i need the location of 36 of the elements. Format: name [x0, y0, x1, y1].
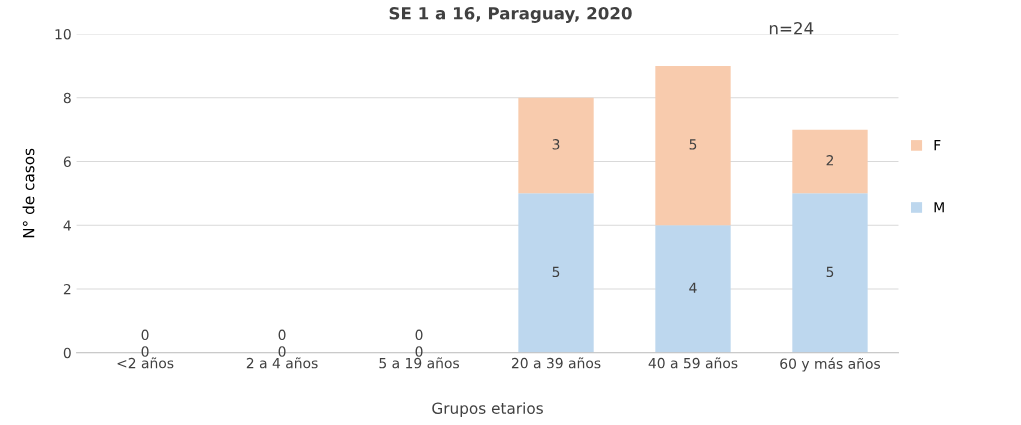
data-label: 0 [278, 346, 286, 357]
x-tick-label: 20 a 39 años [511, 357, 601, 369]
bar [518, 97, 594, 194]
bar [655, 225, 731, 353]
x-tick-label: 2 a 4 años [246, 357, 318, 369]
bar [792, 129, 868, 194]
y-tick-label: 10 [55, 28, 71, 40]
y-axis-title: N° de casos [22, 148, 35, 238]
y-tick-label: 2 [63, 283, 71, 295]
data-label: 0 [415, 346, 423, 357]
x-tick-label: 60 y más años [780, 357, 881, 372]
chart-title: SE 1 a 16, Paraguay, 2020 [389, 6, 632, 23]
data-label: 0 [141, 346, 149, 357]
data-label: 0 [278, 329, 286, 341]
x-axis-title: Grupos etarios [432, 402, 543, 417]
data-label: 0 [141, 329, 149, 341]
y-tick-label: 4 [63, 220, 71, 231]
legend-label: M [934, 202, 944, 213]
data-label: 4 [689, 282, 697, 293]
x-tick-label: 40 a 59 años [648, 357, 738, 369]
data-label: 5 [826, 266, 834, 278]
data-label: 5 [689, 139, 697, 150]
data-label: 2 [826, 155, 834, 166]
data-label: 5 [552, 266, 560, 278]
x-tick-label: 5 a 19 años [379, 357, 460, 369]
bar [792, 193, 868, 353]
legend-label: F [934, 140, 941, 151]
y-tick-label: 0 [63, 347, 71, 359]
bar [655, 65, 731, 226]
x-tick-label: <2 años [117, 357, 174, 369]
bar [518, 193, 594, 353]
y-tick-label: 8 [63, 92, 71, 104]
data-label: 3 [552, 139, 560, 150]
data-label: 0 [415, 329, 423, 341]
annotation: n=24 [769, 21, 814, 35]
y-tick-label: 6 [63, 156, 71, 167]
